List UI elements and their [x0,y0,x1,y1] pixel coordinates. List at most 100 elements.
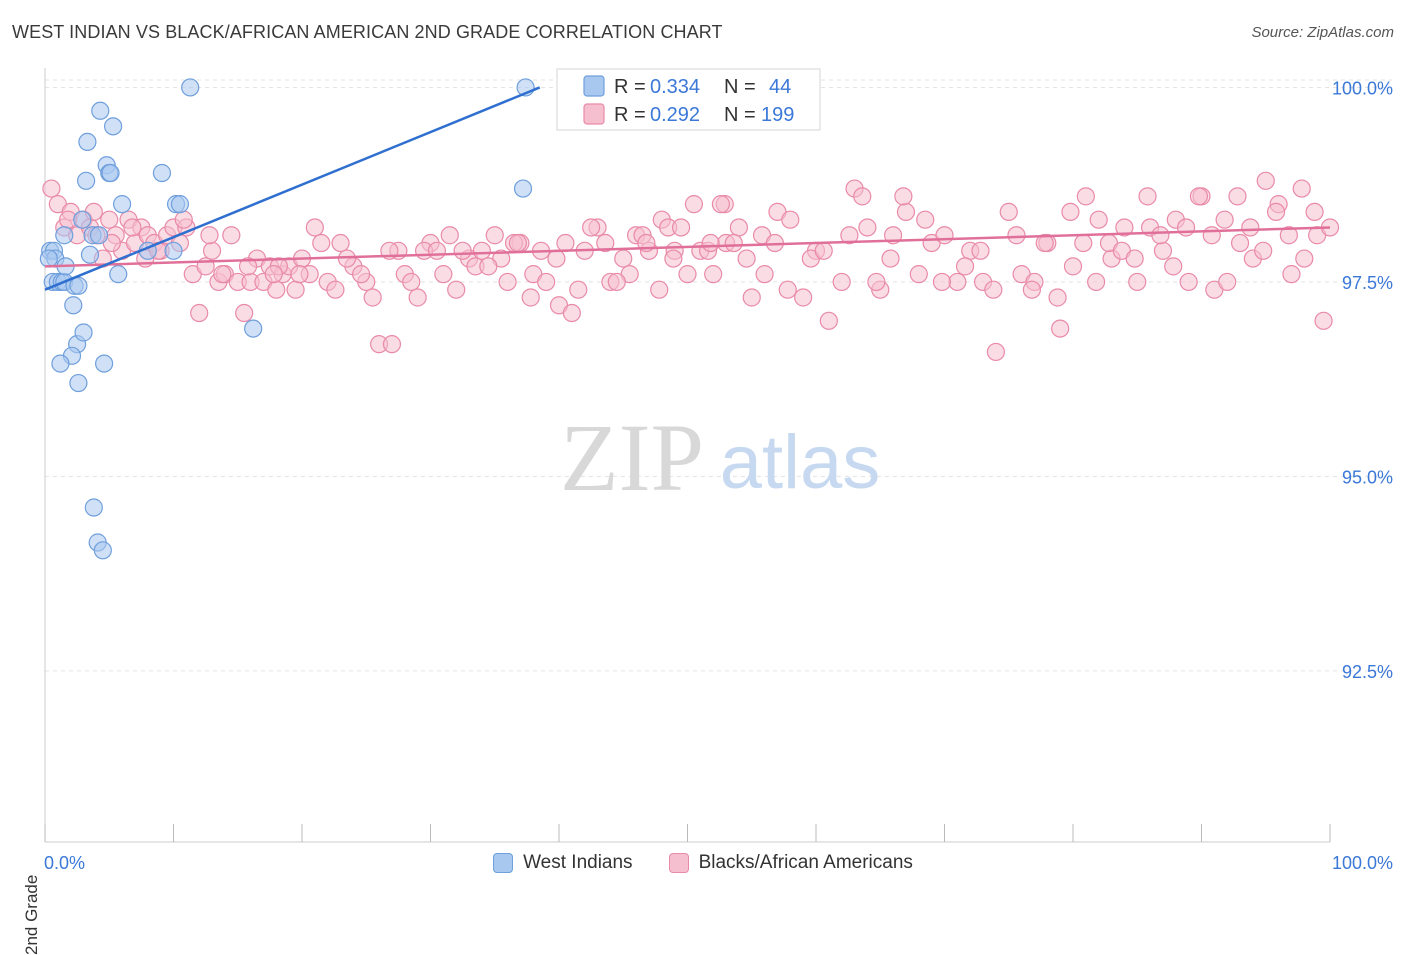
data-point-blacks-african-americans [867,272,886,292]
data-point-blacks-african-americans [1138,187,1157,206]
data-point-west-indians [73,210,92,229]
data-point-west-indians [51,354,70,373]
data-point-blacks-african-americans [1228,187,1247,206]
data-point-blacks-african-americans [1048,288,1067,307]
data-point-blacks-african-americans [1022,280,1041,299]
legend-item-west-indians[interactable]: West Indians [493,852,633,874]
data-point-blacks-african-americans [408,288,427,307]
legend-label-blacks-african-americans: Blacks/African Americans [698,852,913,873]
data-point-blacks-african-americans [1282,265,1301,284]
data-point-blacks-african-americans [1061,202,1080,222]
legend-label-west-indians: West Indians [523,852,633,873]
data-point-west-indians [84,498,103,517]
data-point-blacks-african-americans [737,249,756,268]
data-point-blacks-african-americans [650,280,669,299]
data-point-blacks-african-americans [305,218,324,237]
stats-legend-swatch [583,103,605,125]
stat-n-value: 44 [769,76,791,98]
data-point-blacks-african-americans [984,280,1003,299]
data-point-blacks-african-americans [999,202,1018,222]
data-point-blacks-african-americans [1164,257,1183,276]
data-point-blacks-african-americans [955,257,975,276]
data-point-west-indians [104,117,123,136]
data-point-blacks-african-americans [1153,241,1173,260]
data-point-west-indians [78,132,97,151]
series-west-indians [39,78,535,560]
data-point-west-indians [164,241,183,260]
data-point-blacks-african-americans [1007,226,1026,245]
data-point-blacks-african-americans [971,241,990,260]
data-point-blacks-african-americans [1292,179,1311,198]
data-point-blacks-african-americans [1189,187,1209,206]
data-point-west-indians [513,179,533,198]
data-point-blacks-african-americans [840,226,859,245]
data-point-blacks-african-americans [582,218,601,237]
data-point-blacks-african-americans [729,218,749,237]
data-point-blacks-african-americans [1176,218,1196,237]
chart-title: WEST INDIAN VS BLACK/AFRICAN AMERICAN 2N… [12,22,723,42]
y-tick-label: 100.0% [1332,78,1393,98]
data-point-blacks-african-americans [537,272,556,292]
data-point-blacks-african-americans [1051,319,1070,338]
y-tick-label: 92.5% [1342,662,1393,682]
stat-n-label: N = [724,104,756,126]
data-point-blacks-african-americans [832,272,851,292]
data-point-west-indians [91,101,110,120]
data-point-blacks-african-americans [1128,272,1147,292]
data-point-blacks-african-americans [479,257,498,276]
data-point-blacks-african-americans [200,226,219,245]
data-point-blacks-african-americans [363,288,382,307]
data-point-blacks-african-americans [547,249,566,268]
data-point-blacks-african-americans [331,233,350,253]
data-point-blacks-african-americans [596,233,615,253]
data-point-west-indians [89,226,109,245]
data-point-blacks-african-americans [853,187,872,206]
data-point-blacks-african-americans [453,241,472,260]
data-point-blacks-african-americans [1266,202,1286,222]
data-point-blacks-african-americans [671,218,691,237]
data-point-blacks-african-americans [1076,187,1095,206]
stat-r-label: R = [614,76,646,98]
data-point-blacks-african-americans [267,280,286,299]
tick-labels: 100.0% 97.5% 95.0% 92.5% 0.0% 100.0% [44,78,1393,873]
data-point-blacks-african-americans [382,335,402,354]
data-point-west-indians [69,373,88,393]
data-point-west-indians [55,226,74,245]
data-point-west-indians [152,163,172,183]
data-point-blacks-african-americans [1241,218,1260,237]
x-tick-label-max: 100.0% [1332,853,1393,873]
data-point-blacks-african-americans [498,272,517,292]
data-point-blacks-african-americans [521,288,540,307]
trend-line-west-indians [44,86,541,291]
data-point-west-indians [77,171,96,190]
data-point-west-indians [181,78,200,97]
stat-r-value: 0.334 [650,76,700,98]
data-point-blacks-african-americans [1279,226,1298,245]
data-point-blacks-african-americans [916,210,935,229]
series-legend: West Indians Blacks/African Americans [0,852,1406,874]
data-point-blacks-african-americans [447,280,466,299]
data-point-blacks-african-americans [1254,241,1273,260]
stat-r-value: 0.292 [650,104,700,126]
data-point-blacks-african-americans [238,257,258,276]
data-point-blacks-african-americans [948,272,967,292]
data-point-blacks-african-americans [881,249,900,268]
data-point-blacks-african-americans [1125,249,1144,268]
trend-lines [44,86,1331,291]
data-point-blacks-african-americans [742,288,761,307]
legend-item-blacks-african-americans[interactable]: Blacks/African Americans [668,852,913,874]
stat-n-value: 199 [761,104,794,126]
data-point-blacks-african-americans [202,241,222,260]
data-point-blacks-african-americans [909,265,928,284]
data-point-blacks-african-americans [1063,257,1083,276]
y-tick-label: 97.5% [1342,273,1393,293]
data-point-blacks-african-americans [1215,210,1234,229]
data-point-blacks-african-americans [614,249,633,268]
data-point-blacks-african-americans [1179,272,1198,292]
data-point-west-indians [93,541,112,560]
stat-n-label: N = [724,76,756,98]
data-point-blacks-african-americans [755,265,774,284]
data-point-blacks-african-americans [794,288,813,307]
data-point-blacks-african-americans [427,241,447,260]
data-point-blacks-african-americans [607,272,626,292]
